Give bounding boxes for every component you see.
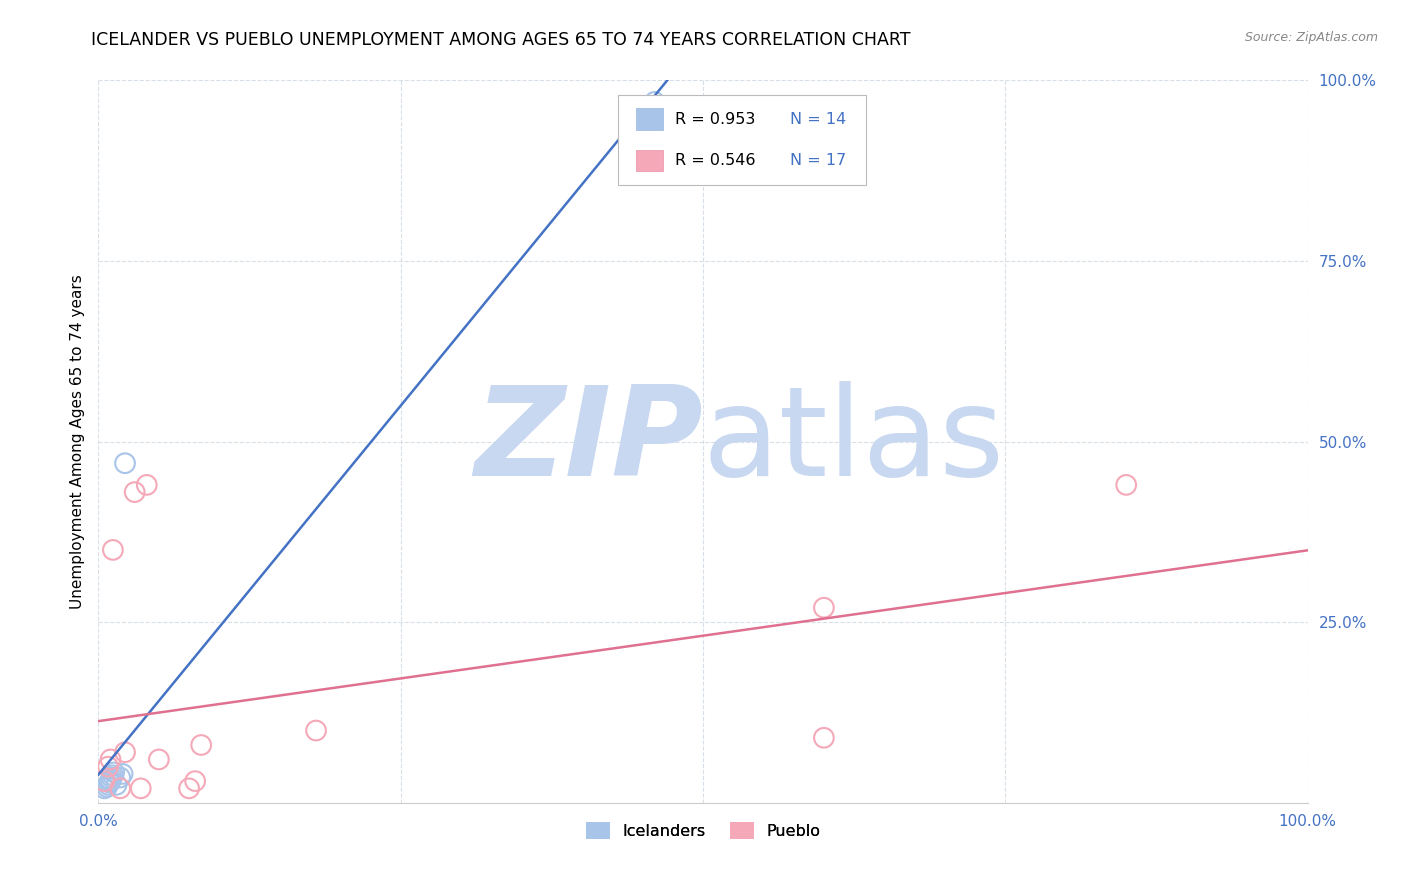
Point <box>1115 478 1137 492</box>
Text: N = 17: N = 17 <box>790 153 846 169</box>
Point <box>100 772 122 787</box>
Text: N = 14: N = 14 <box>790 112 846 127</box>
Point <box>97 760 120 774</box>
FancyBboxPatch shape <box>619 95 866 185</box>
Point <box>96 780 118 794</box>
Point <box>124 485 146 500</box>
Point <box>644 95 666 109</box>
Y-axis label: Unemployment Among Ages 65 to 74 years: Unemployment Among Ages 65 to 74 years <box>69 274 84 609</box>
Point <box>100 752 122 766</box>
Point <box>184 774 207 789</box>
Point <box>190 738 212 752</box>
Text: ZIP: ZIP <box>474 381 703 502</box>
Text: R = 0.546: R = 0.546 <box>675 153 755 169</box>
Point <box>179 781 201 796</box>
Point <box>97 778 120 792</box>
Point <box>108 771 131 785</box>
Point <box>108 781 131 796</box>
Text: atlas: atlas <box>703 381 1005 502</box>
Legend: Icelanders, Pueblo: Icelanders, Pueblo <box>579 816 827 846</box>
Point <box>114 745 136 759</box>
Point <box>100 771 122 785</box>
Text: ICELANDER VS PUEBLO UNEMPLOYMENT AMONG AGES 65 TO 74 YEARS CORRELATION CHART: ICELANDER VS PUEBLO UNEMPLOYMENT AMONG A… <box>91 31 911 49</box>
Point <box>93 781 115 796</box>
Point <box>135 478 157 492</box>
Point <box>93 774 115 789</box>
Point <box>813 731 835 745</box>
Point <box>101 768 124 782</box>
Point <box>813 600 835 615</box>
Point <box>98 775 121 789</box>
Point <box>100 774 122 789</box>
FancyBboxPatch shape <box>637 108 664 130</box>
FancyBboxPatch shape <box>637 150 664 171</box>
Point <box>148 752 170 766</box>
Point <box>129 781 152 796</box>
Point <box>103 765 125 780</box>
Point <box>114 456 136 470</box>
Point <box>105 778 128 792</box>
Text: Source: ZipAtlas.com: Source: ZipAtlas.com <box>1244 31 1378 45</box>
Point <box>101 542 124 557</box>
Text: R = 0.953: R = 0.953 <box>675 112 755 127</box>
Point <box>305 723 328 738</box>
Point <box>111 767 134 781</box>
